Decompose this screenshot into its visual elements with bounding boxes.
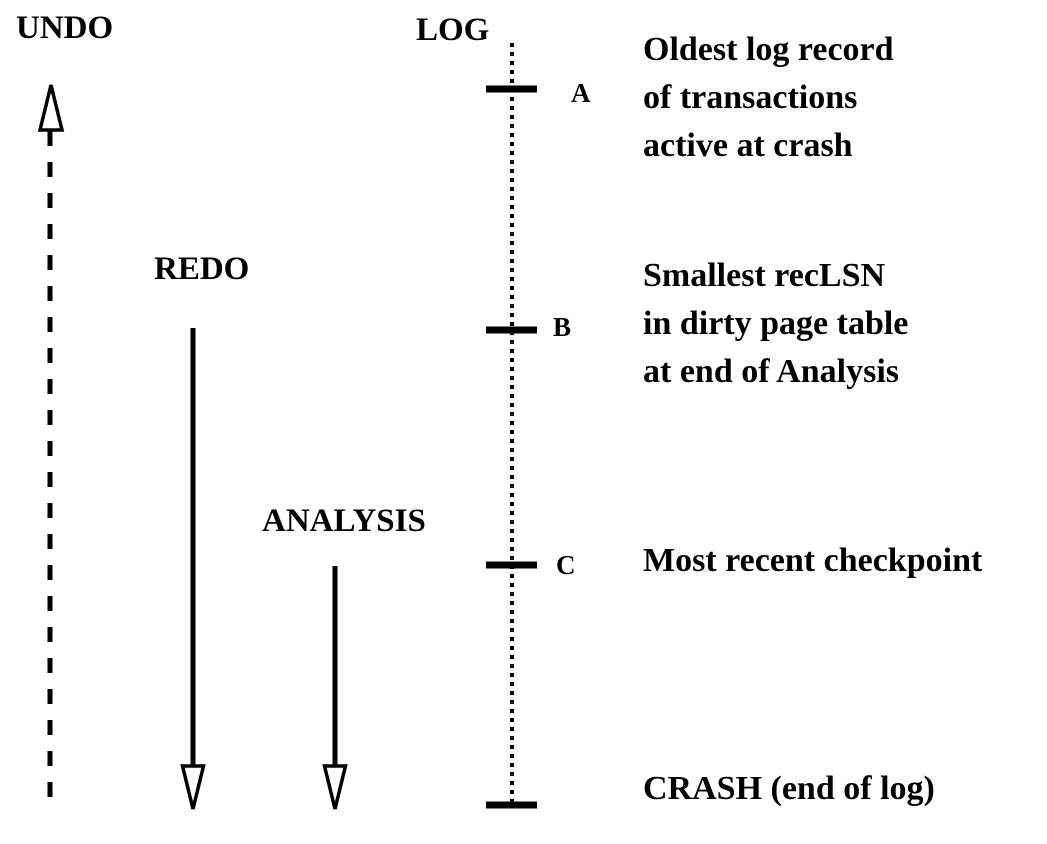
annotation-marker-c: Most recent checkpoint [643,537,982,585]
log-marker-letter-a: A [571,78,591,108]
log-marker-letter-c: C [556,550,576,580]
annotation-line: Most recent checkpoint [643,542,983,579]
annotation-line: CRASH (end of log) [643,770,935,807]
annotation-marker-a: Oldest log record of transactions active… [643,26,894,170]
annotation-line: at end of Analysis [643,353,899,390]
log-marker-letter-b: B [553,312,572,342]
redo-arrowhead-down-icon [180,764,206,810]
undo-arrowhead-up-icon [37,84,65,132]
annotation-line: in dirty page table [643,305,909,342]
annotation-line: active at crash [643,127,853,164]
analysis-arrowhead-down-icon [322,764,348,810]
undo-phase-label: UNDO [16,10,114,46]
annotation-line: Oldest log record [643,31,894,68]
log-axis-label: LOG [416,12,490,48]
annotation-line: of transactions [643,79,858,116]
annotation-marker-b: Smallest recLSN in dirty page table at e… [643,252,908,396]
analysis-phase-label: ANALYSIS [262,503,426,539]
annotation-crash: CRASH (end of log) [643,765,935,813]
redo-phase-label: REDO [154,251,250,287]
annotation-line: Smallest recLSN [643,257,886,294]
